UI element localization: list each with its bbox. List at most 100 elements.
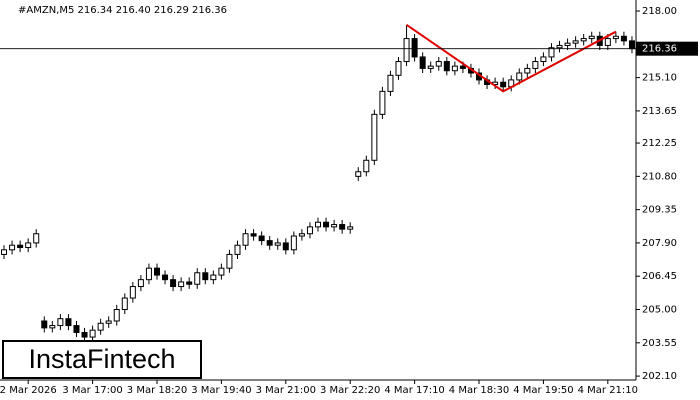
candle-body xyxy=(137,279,144,288)
candle-body xyxy=(170,279,177,288)
candle-body xyxy=(347,226,354,230)
y-tick-label: 206.45 xyxy=(642,271,677,282)
candle-body xyxy=(274,242,281,246)
candle-body xyxy=(371,113,378,161)
candle-body xyxy=(186,281,193,285)
candle-body xyxy=(153,267,160,276)
candle-body xyxy=(89,329,96,338)
pattern-line xyxy=(405,23,617,93)
candle-body xyxy=(355,171,362,177)
x-tick-label: 4 Mar 21:10 xyxy=(578,385,638,396)
candle-body xyxy=(57,318,64,327)
candle-body xyxy=(113,309,120,322)
candle-body xyxy=(419,56,426,69)
candle-body xyxy=(604,38,611,46)
current-price-label: 216.36 xyxy=(642,44,677,55)
y-tick-label: 205.00 xyxy=(642,305,677,316)
candle-body xyxy=(218,267,225,276)
x-tick-label: 4 Mar 18:30 xyxy=(449,385,509,396)
candle-body xyxy=(282,242,289,251)
candle-body xyxy=(443,61,450,72)
logo: InstaFintech xyxy=(28,344,175,374)
candle-body xyxy=(612,35,619,40)
y-tick-label: 207.90 xyxy=(642,238,677,249)
candle-body xyxy=(524,67,531,74)
candle-body xyxy=(73,325,80,333)
x-tick-label: 4 Mar 19:50 xyxy=(513,385,573,396)
candle-body xyxy=(435,61,442,67)
y-tick-label: 212.25 xyxy=(642,138,677,149)
x-tick-label: 3 Mar 18:20 xyxy=(127,385,187,396)
chart-title: #AMZN,M5 216.34 216.40 216.29 216.36 xyxy=(18,5,227,16)
candle-body xyxy=(9,244,16,251)
candle-body xyxy=(210,274,217,281)
candle-body xyxy=(323,221,330,228)
candle-body xyxy=(258,235,265,242)
candle-body xyxy=(65,318,72,327)
y-tick-label: 213.65 xyxy=(642,106,677,117)
y-tick-label: 209.35 xyxy=(642,205,677,216)
candle-body xyxy=(105,320,112,324)
candle-body xyxy=(25,242,32,249)
x-tick-label: 3 Mar 22:20 xyxy=(320,385,380,396)
candle-body xyxy=(306,226,313,235)
candle-body xyxy=(556,44,563,49)
candle-body xyxy=(363,159,370,173)
candle-body xyxy=(81,331,88,338)
candle-body xyxy=(194,272,201,285)
candle-body xyxy=(234,244,241,255)
candle-body xyxy=(540,56,547,63)
candle-body xyxy=(315,221,321,228)
candle-body xyxy=(548,47,555,58)
candle-body xyxy=(451,65,458,72)
candle-body xyxy=(266,240,273,246)
current-price-box xyxy=(636,41,698,56)
candle-body xyxy=(588,35,595,40)
candle-body xyxy=(387,74,394,92)
candle-body xyxy=(395,61,402,76)
y-tick-label: 203.55 xyxy=(642,338,677,349)
candle-body xyxy=(226,253,233,269)
candle-body xyxy=(178,281,185,288)
candle-body xyxy=(532,61,539,69)
candle-body xyxy=(41,320,48,329)
candle-body xyxy=(500,81,507,88)
logo-box xyxy=(2,340,202,379)
candle-body xyxy=(121,297,128,311)
candle-body xyxy=(580,38,587,42)
candle-body xyxy=(339,224,346,230)
x-tick-label: 3 Mar 19:40 xyxy=(191,385,251,396)
candle-body xyxy=(298,233,305,237)
x-tick-label: 3 Mar 21:00 xyxy=(256,385,316,396)
y-tick-label: 215.10 xyxy=(642,73,677,84)
candle-body xyxy=(620,35,627,42)
candle-body xyxy=(49,325,56,329)
y-tick-label: 202.10 xyxy=(642,371,677,382)
candle-body xyxy=(564,42,571,46)
candle-body xyxy=(331,224,338,228)
x-tick-label: 4 Mar 17:10 xyxy=(384,385,444,396)
y-tick-label: 218.00 xyxy=(642,6,677,17)
candle-body xyxy=(129,286,136,299)
candle-body xyxy=(145,267,152,281)
candle-body xyxy=(33,233,40,244)
candle-body xyxy=(242,233,249,246)
candle-body xyxy=(97,322,104,331)
x-tick-label: 2 Mar 2026 xyxy=(0,385,57,396)
candle-body xyxy=(379,90,386,115)
candle-body xyxy=(628,40,635,50)
candle-body xyxy=(17,244,24,249)
x-tick-label: 3 Mar 17:00 xyxy=(62,385,122,396)
candle-body xyxy=(459,65,466,69)
candle-body xyxy=(250,233,257,237)
candle-body xyxy=(572,40,579,44)
candle-body xyxy=(427,65,434,69)
candle-body xyxy=(403,38,410,63)
candle-body xyxy=(516,72,523,81)
candle-body xyxy=(162,274,169,281)
y-tick-label: 210.80 xyxy=(642,171,677,182)
candle-body xyxy=(1,249,8,255)
candle-body xyxy=(411,38,418,58)
